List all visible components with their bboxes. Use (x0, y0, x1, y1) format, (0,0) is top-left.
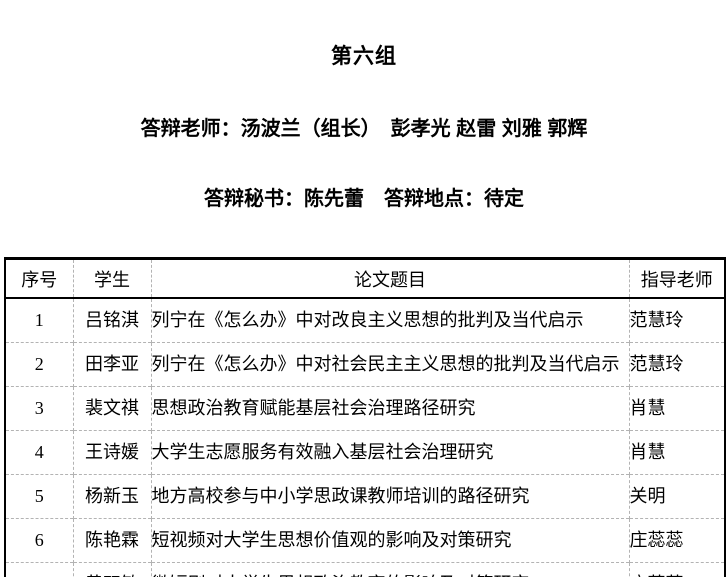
thesis-title: 列宁在《怎么办》中对社会民主主义思想的批判及当代启示 (150, 342, 629, 386)
table-row: 6 陈艳霖 短视频对大学生思想价值观的影响及对策研究 庄蕊蕊 (5, 518, 725, 562)
student-name: 陈艳霖 (72, 518, 151, 562)
thesis-table-body: 1 吕铭淇 列宁在《怎么办》中对改良主义思想的批判及当代启示 范慧玲 2 田李亚… (5, 298, 725, 577)
table-row: 5 杨新玉 地方高校参与中小学思政课教师培训的路径研究 关明 (5, 474, 725, 518)
defense-secretary-location-line: 答辩秘书：陈先蕾 答辩地点：待定 (204, 188, 524, 210)
table-row: 3 裴文祺 思想政治教育赋能基层社会治理路径研究 肖慧 (5, 386, 725, 430)
row-number: 5 (34, 485, 44, 506)
advisor-name: 庄蕊蕊 (628, 518, 725, 562)
row-number: 4 (34, 441, 44, 462)
row-number: 3 (34, 397, 44, 418)
column-header-number: 序号 (5, 258, 73, 299)
student-name: 王诗媛 (72, 430, 151, 474)
defense-teachers-line: 答辩老师：汤波兰（组长） 彭孝光 赵雷 刘雅 郭辉 (140, 118, 588, 140)
thesis-title: 思想政治教育赋能基层社会治理路径研究 (150, 386, 629, 430)
student-name: 吕铭淇 (72, 298, 151, 342)
advisor-name: 范慧玲 (628, 342, 725, 386)
table-row: 4 王诗媛 大学生志愿服务有效融入基层社会治理研究 肖慧 (5, 430, 725, 474)
column-header-advisor: 指导老师 (628, 258, 725, 299)
student-name: 田李亚 (72, 342, 151, 386)
thesis-table-header: 序号 学生 论文题目 指导老师 (5, 258, 725, 299)
row-number: 1 (34, 309, 44, 330)
group-title: 第六组 (331, 45, 397, 68)
thesis-title: 短视频对大学生思想价值观的影响及对策研究 (150, 518, 629, 562)
column-header-student: 学生 (72, 258, 151, 299)
table-row: 7 黄双敏 微短剧对大学生思想政治教育的影响及对策研究 庄蕊蕊 (5, 562, 725, 577)
header-row: 序号 学生 论文题目 指导老师 (5, 258, 725, 299)
advisor-name: 关明 (628, 474, 725, 518)
advisor-name: 庄蕊蕊 (628, 562, 725, 577)
thesis-table: 序号 学生 论文题目 指导老师 1 吕铭淇 列宁在《怎么办》中对改良主义思想的批… (4, 257, 726, 577)
advisor-name: 肖慧 (628, 386, 725, 430)
table-row: 2 田李亚 列宁在《怎么办》中对社会民主主义思想的批判及当代启示 范慧玲 (5, 342, 725, 386)
advisor-name: 范慧玲 (628, 298, 725, 342)
row-number: 2 (34, 353, 44, 374)
student-name: 黄双敏 (72, 562, 151, 577)
thesis-title: 大学生志愿服务有效融入基层社会治理研究 (150, 430, 629, 474)
student-name: 裴文祺 (72, 386, 151, 430)
thesis-title: 列宁在《怎么办》中对改良主义思想的批判及当代启示 (150, 298, 629, 342)
row-number: 6 (34, 529, 44, 550)
column-header-title: 论文题目 (150, 258, 629, 299)
document-header: 第六组 答辩老师：汤波兰（组长） 彭孝光 赵雷 刘雅 郭辉 答辩秘书：陈先蕾 答… (0, 0, 728, 248)
thesis-title: 微短剧对大学生思想政治教育的影响及对策研究 (150, 562, 629, 577)
student-name: 杨新玉 (72, 474, 151, 518)
table-row: 1 吕铭淇 列宁在《怎么办》中对改良主义思想的批判及当代启示 范慧玲 (5, 298, 725, 342)
row-number: 7 (5, 562, 73, 577)
thesis-title: 地方高校参与中小学思政课教师培训的路径研究 (150, 474, 629, 518)
advisor-name: 肖慧 (628, 430, 725, 474)
